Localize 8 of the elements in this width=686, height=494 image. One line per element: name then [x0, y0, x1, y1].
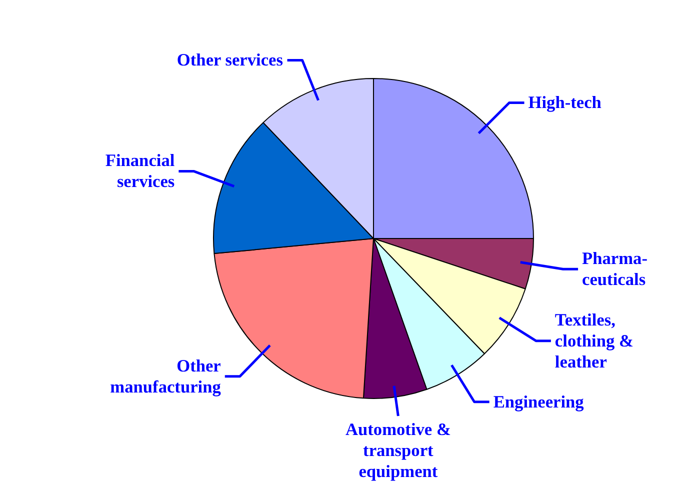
slice-label: Financial services	[105, 151, 175, 192]
slice-label: Pharma- ceuticals	[582, 249, 648, 290]
slice-label: Textiles, clothing & leather	[554, 310, 634, 372]
slice-label: Automotive & transport equipment	[345, 420, 451, 481]
slice-label: Other services	[176, 50, 284, 70]
slice-label: High-tech	[528, 93, 602, 112]
slice-label: Other manufacturing	[110, 356, 222, 396]
slice-label: Engineering	[493, 392, 584, 412]
